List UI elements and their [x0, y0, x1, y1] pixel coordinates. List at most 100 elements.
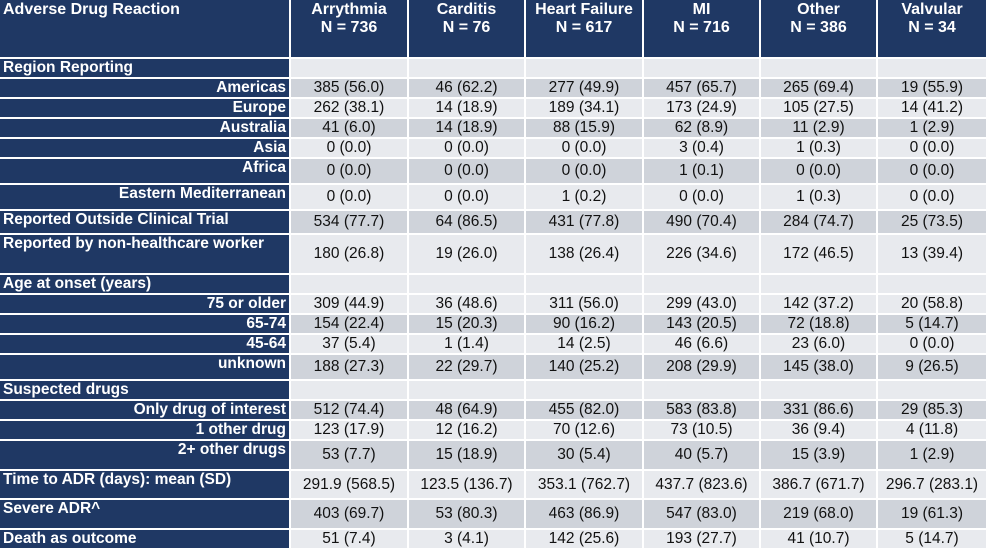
cell-value: 123.5 (136.7) — [408, 470, 526, 500]
header-col-carditis: Carditis N = 76 — [408, 0, 526, 59]
cell-value: 11 (2.9) — [760, 118, 878, 139]
cell-value: 9 (26.5) — [877, 354, 987, 381]
cell-value: 299 (43.0) — [643, 294, 761, 315]
row-label: Death as outcome — [0, 529, 291, 550]
header-col-n: N = 34 — [908, 19, 956, 36]
cell-value — [408, 58, 526, 79]
cell-value: 437.7 (823.6) — [643, 470, 761, 500]
table-body: Region Reporting Americas 385 (56.0) 46 (62… — [0, 58, 987, 550]
cell-value: 189 (34.1) — [525, 98, 644, 119]
header-col-n: N = 386 — [790, 19, 847, 36]
cell-value: 262 (38.1) — [290, 98, 409, 119]
cell-value: 12 (16.2) — [408, 420, 526, 441]
cell-value: 14 (18.9) — [408, 118, 526, 139]
cell-value: 15 (3.9) — [760, 440, 878, 471]
cell-value: 13 (39.4) — [877, 234, 987, 275]
cell-value: 51 (7.4) — [290, 529, 409, 550]
cell-value: 53 (80.3) — [408, 499, 526, 530]
cell-value: 41 (6.0) — [290, 118, 409, 139]
cell-value: 1 (0.2) — [525, 184, 644, 211]
cell-value: 105 (27.5) — [760, 98, 878, 119]
cell-value: 14 (41.2) — [877, 98, 987, 119]
cell-value: 41 (10.7) — [760, 529, 878, 550]
cell-value — [525, 58, 644, 79]
row-label: Africa — [0, 158, 291, 185]
cell-value — [290, 274, 409, 295]
cell-value: 70 (12.6) — [525, 420, 644, 441]
row-label: Age at onset (years) — [0, 274, 291, 295]
cell-value: 386.7 (671.7) — [760, 470, 878, 500]
row-label: Reported by non-healthcare worker — [0, 234, 291, 275]
header-col-other: Other N = 386 — [760, 0, 878, 59]
header-col-name: Valvular — [901, 1, 963, 18]
cell-value — [643, 274, 761, 295]
table-row: Australia 41 (6.0) 14 (18.9) 88 (15.9) 62 (8… — [0, 118, 987, 139]
row-label: Severe ADR^ — [0, 499, 291, 530]
row-label: Asia — [0, 138, 291, 159]
cell-value: 353.1 (762.7) — [525, 470, 644, 500]
cell-value: 123 (17.9) — [290, 420, 409, 441]
cell-value: 0 (0.0) — [290, 158, 409, 185]
cell-value: 23 (6.0) — [760, 334, 878, 355]
cell-value: 309 (44.9) — [290, 294, 409, 315]
cell-value: 53 (7.7) — [290, 440, 409, 471]
cell-value: 46 (62.2) — [408, 78, 526, 99]
header-col-mi: MI N = 716 — [643, 0, 761, 59]
header-col-heart-failure: Heart Failure N = 617 — [525, 0, 644, 59]
cell-value — [408, 274, 526, 295]
cell-value: 145 (38.0) — [760, 354, 878, 381]
section-row: Region Reporting — [0, 58, 987, 79]
cell-value: 88 (15.9) — [525, 118, 644, 139]
cell-value: 14 (2.5) — [525, 334, 644, 355]
cell-value: 62 (8.9) — [643, 118, 761, 139]
table-row: Africa 0 (0.0) 0 (0.0) 0 (0.0) 1 (0.1) 0 (0.0… — [0, 158, 987, 185]
cell-value — [643, 380, 761, 401]
header-col-name: Other — [797, 1, 840, 18]
cell-value: 73 (10.5) — [643, 420, 761, 441]
cell-value — [643, 58, 761, 79]
cell-value: 1 (2.9) — [877, 118, 987, 139]
cell-value — [760, 58, 878, 79]
table-row: 1 other drug 123 (17.9) 12 (16.2) 70 (12.6)… — [0, 420, 987, 441]
cell-value — [877, 274, 987, 295]
table-row: Americas 385 (56.0) 46 (62.2) 277 (49.9) 457… — [0, 78, 987, 99]
table-row: Europe 262 (38.1) 14 (18.9) 189 (34.1) 173 (… — [0, 98, 987, 119]
table-row: 2+ other drugs 53 (7.7) 15 (18.9) 30 (5.4) 4… — [0, 440, 987, 471]
cell-value: 331 (86.6) — [760, 400, 878, 421]
cell-value: 180 (26.8) — [290, 234, 409, 275]
cell-value — [877, 58, 987, 79]
row-label: 2+ other drugs — [0, 440, 291, 471]
cell-value: 29 (85.3) — [877, 400, 987, 421]
cell-value: 512 (74.4) — [290, 400, 409, 421]
cell-value: 1 (0.3) — [760, 138, 878, 159]
header-adverse-drug-reaction: Adverse Drug Reaction — [0, 0, 291, 59]
cell-value: 193 (27.7) — [643, 529, 761, 550]
row-label: Region Reporting — [0, 58, 291, 79]
cell-value: 3 (0.4) — [643, 138, 761, 159]
cell-value: 22 (29.7) — [408, 354, 526, 381]
cell-value: 142 (25.6) — [525, 529, 644, 550]
cell-value: 4 (11.8) — [877, 420, 987, 441]
section-row: Suspected drugs — [0, 380, 987, 401]
cell-value: 208 (29.9) — [643, 354, 761, 381]
cell-value: 431 (77.8) — [525, 210, 644, 235]
cell-value: 284 (74.7) — [760, 210, 878, 235]
row-label: 45-64 — [0, 334, 291, 355]
cell-value: 0 (0.0) — [525, 138, 644, 159]
cell-value: 490 (70.4) — [643, 210, 761, 235]
header-col-arrythmia: Arrythmia N = 736 — [290, 0, 409, 59]
header-col-name: Carditis — [436, 1, 497, 18]
row-label: 1 other drug — [0, 420, 291, 441]
cell-value: 138 (26.4) — [525, 234, 644, 275]
cell-value: 1 (2.9) — [877, 440, 987, 471]
cell-value — [877, 380, 987, 401]
cell-value: 1 (0.3) — [760, 184, 878, 211]
header-col-name: Heart Failure — [535, 1, 633, 18]
row-label: Reported Outside Clinical Trial — [0, 210, 291, 235]
cell-value — [290, 380, 409, 401]
header-col-valvular: Valvular N = 34 — [877, 0, 987, 59]
row-label: unknown — [0, 354, 291, 381]
cell-value: 403 (69.7) — [290, 499, 409, 530]
cell-value: 90 (16.2) — [525, 314, 644, 335]
